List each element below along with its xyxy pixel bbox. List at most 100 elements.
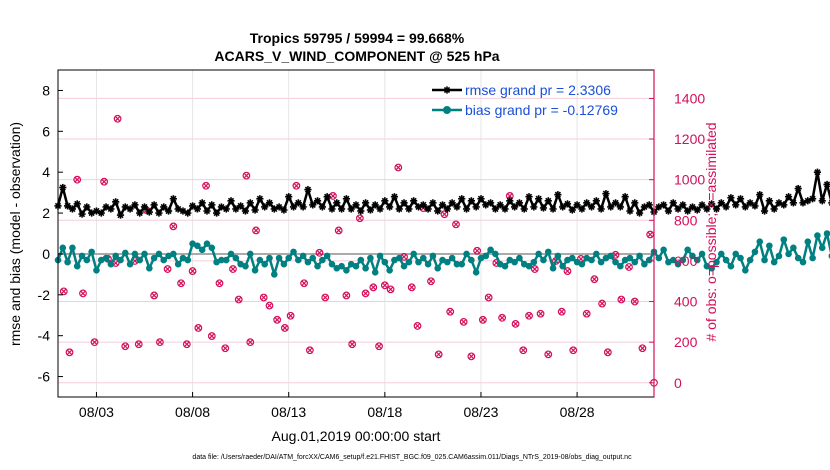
rmse-point <box>352 201 360 209</box>
bias-point <box>549 264 557 272</box>
bias-point <box>309 254 317 262</box>
obs-assimilated-point <box>316 249 323 256</box>
rmse-point <box>213 209 221 217</box>
y2-tick-label: 1200 <box>674 131 705 147</box>
obs-possible-point <box>221 344 230 353</box>
obs-assimilated-point <box>74 176 81 183</box>
obs-possible-point <box>202 181 210 190</box>
rmse-point <box>328 205 336 213</box>
bias-point <box>717 250 725 258</box>
rmse-point <box>136 209 144 217</box>
rmse-point <box>679 201 687 209</box>
x-axis: 08/03 08/08 08/13 08/18 08/23 08/28 <box>79 392 595 420</box>
bias-point <box>775 252 783 260</box>
bias-point <box>371 269 379 276</box>
obs-possible-point <box>617 295 626 304</box>
bias-point <box>155 250 163 258</box>
rmse-point <box>708 200 716 208</box>
obs-possible-point <box>375 342 383 351</box>
obs-assimilated-point <box>570 347 577 354</box>
obs-possible-point <box>280 324 289 332</box>
bias-point <box>679 256 687 264</box>
obs-assimilated-point <box>512 321 519 327</box>
obs-possible-point <box>603 348 612 357</box>
obs-possible-point <box>163 265 172 273</box>
obs-assimilated-point <box>287 312 294 319</box>
obs-assimilated-point <box>189 268 196 274</box>
obs-possible-point <box>590 275 599 284</box>
plot-area <box>58 70 654 397</box>
y-tick-label: 8 <box>42 82 50 98</box>
rmse-point <box>285 193 293 201</box>
obs-possible-point <box>434 350 443 359</box>
obs-possible-point <box>321 293 330 302</box>
rmse-point <box>472 203 480 211</box>
bias-point <box>516 254 523 262</box>
rmse-point <box>525 193 533 201</box>
legend-bias-label: bias grand pr = -0.12769 <box>465 102 618 118</box>
rmse-point <box>337 205 346 213</box>
bias-point <box>59 244 67 252</box>
y-tick-label: 4 <box>42 164 50 180</box>
rmse-point <box>438 201 447 209</box>
bias-point <box>64 258 71 266</box>
obs-assimilated-point <box>80 290 86 297</box>
rmse-point <box>366 206 375 214</box>
rmse-point <box>578 205 586 213</box>
obs-assimilated-point <box>357 215 363 222</box>
obs-possible-point <box>90 338 99 347</box>
rmse-point <box>357 207 365 215</box>
rmse-point <box>203 207 211 215</box>
rmse-point <box>568 206 576 214</box>
obs-possible-point <box>536 309 545 318</box>
obs-assimilated-point <box>447 308 454 315</box>
obs-assimilated-point <box>247 339 254 345</box>
bias-point <box>751 248 759 256</box>
rmse-point <box>511 203 519 211</box>
bias-point <box>645 256 653 264</box>
bias-point <box>722 256 730 264</box>
obs-possible-point <box>473 246 482 255</box>
bias-point <box>809 254 816 262</box>
obs-possible-point <box>100 177 109 186</box>
bias-point <box>419 254 427 262</box>
bias-point <box>756 238 764 245</box>
obs-assimilated-point <box>376 343 382 350</box>
obs-possible-point <box>361 289 370 298</box>
obs-assimilated-point <box>485 294 492 301</box>
bias-point <box>655 254 663 262</box>
rmse-point <box>621 193 629 201</box>
bias-point <box>669 256 677 264</box>
rmse-point <box>780 201 788 209</box>
rmse-point <box>506 197 514 205</box>
legend-bias-marker <box>443 106 451 114</box>
rmse-point <box>419 201 427 209</box>
obs-possible-point <box>446 307 455 316</box>
bias-point <box>626 254 634 262</box>
obs-assimilated-point <box>349 341 355 348</box>
obs-assimilated-point <box>599 300 605 307</box>
rmse-point <box>631 199 639 207</box>
rmse-point <box>318 203 326 211</box>
rmse-point <box>635 209 644 217</box>
bias-point <box>386 266 393 274</box>
obs-assimilated-point <box>135 341 142 348</box>
bias-point <box>799 258 807 266</box>
rmse-point <box>592 197 600 205</box>
obs-assimilated-point <box>395 164 402 171</box>
obs-possible-point <box>169 222 178 231</box>
rmse-point <box>434 207 442 215</box>
rmse-point <box>491 205 499 213</box>
bias-point <box>117 256 124 264</box>
rmse-point <box>140 203 149 211</box>
bias-point <box>641 260 648 268</box>
obs-possible-point <box>79 289 87 298</box>
bias-point <box>458 260 466 268</box>
rmse-point <box>794 184 802 193</box>
bias-point <box>415 258 422 266</box>
bias-point <box>222 256 230 264</box>
bias-point <box>780 236 788 243</box>
rmse-point <box>467 197 475 205</box>
bias-point <box>285 254 293 262</box>
bias-point <box>198 246 206 254</box>
